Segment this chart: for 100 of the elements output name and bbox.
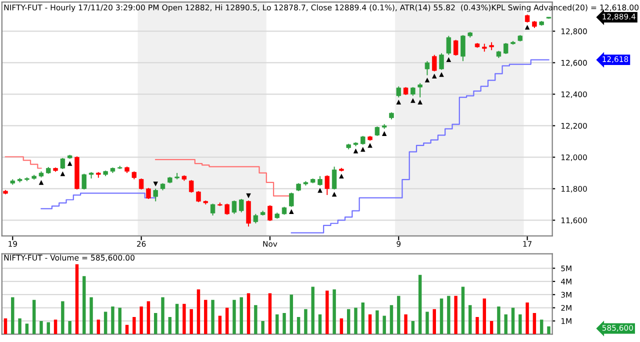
bar [4,318,8,334]
bar [261,320,264,334]
bar [32,300,36,334]
bar [90,297,93,334]
bar [411,320,415,334]
candlestick [432,54,437,72]
candlestick [324,174,330,196]
bar [426,312,429,334]
bar [397,296,400,334]
bar [311,286,314,334]
bar [146,301,150,334]
bar [290,294,294,334]
candlestick [146,187,151,200]
bar [104,312,108,334]
bar [175,304,179,334]
point [439,72,444,77]
point [382,131,387,136]
candlestick [232,200,237,214]
candlestick [374,126,380,136]
bar [382,316,386,334]
bar [504,314,508,334]
candlestick [424,60,430,76]
point [339,174,344,179]
candlestick [210,203,216,216]
bar [276,314,279,334]
candlestick [504,42,508,55]
candlestick [196,190,201,203]
bar [447,296,450,334]
bar [547,326,550,334]
bar [532,313,536,334]
bar [304,309,308,334]
bar [204,300,208,334]
point [289,209,294,214]
bar [111,306,114,334]
bar [154,313,158,334]
point [332,192,337,197]
bar [361,302,365,334]
point [38,180,44,185]
bar [404,314,408,334]
candlestick [446,35,452,56]
point [418,100,422,104]
candlestick [318,176,322,186]
bar [482,298,486,334]
bar [332,289,336,334]
bar [82,276,86,334]
candlestick [82,173,86,190]
point [446,57,452,62]
bar [368,314,372,334]
candlestick [439,52,444,70]
bar [125,324,129,334]
bar [490,320,494,334]
candlestick [138,178,144,190]
bar [282,313,286,334]
point [246,193,251,198]
bar [254,305,258,334]
bar [46,322,50,334]
point [432,74,437,78]
bar [390,305,394,334]
bar [268,293,272,334]
point [368,142,372,148]
bar [318,314,322,334]
bar [432,309,436,334]
candlestick [453,39,458,56]
bar [190,309,193,334]
candlestick [396,86,401,98]
point [353,148,358,154]
bar [182,304,186,334]
point [396,100,402,104]
bar [418,274,422,334]
bar [246,293,250,334]
point [360,146,366,152]
point [153,182,158,186]
bar [540,320,544,334]
bar [376,310,379,334]
bar [61,301,64,334]
bar [497,306,500,334]
bar [18,318,22,334]
point [410,98,416,103]
bar [468,305,472,334]
point [67,161,72,166]
bar [354,308,358,334]
bar [232,300,236,334]
bar [440,298,444,334]
bar [296,317,300,334]
point [524,24,530,30]
bar [40,320,43,334]
bar [454,296,458,334]
point [424,78,430,82]
point [60,171,66,176]
bar [11,297,14,334]
bar [168,317,172,334]
bar [211,300,214,334]
bar [511,308,515,334]
bar [68,320,72,334]
bar [75,264,79,334]
bar [240,297,243,334]
bar [326,290,329,334]
bar [340,318,344,334]
candlestick [153,188,158,202]
candlestick [253,213,258,224]
